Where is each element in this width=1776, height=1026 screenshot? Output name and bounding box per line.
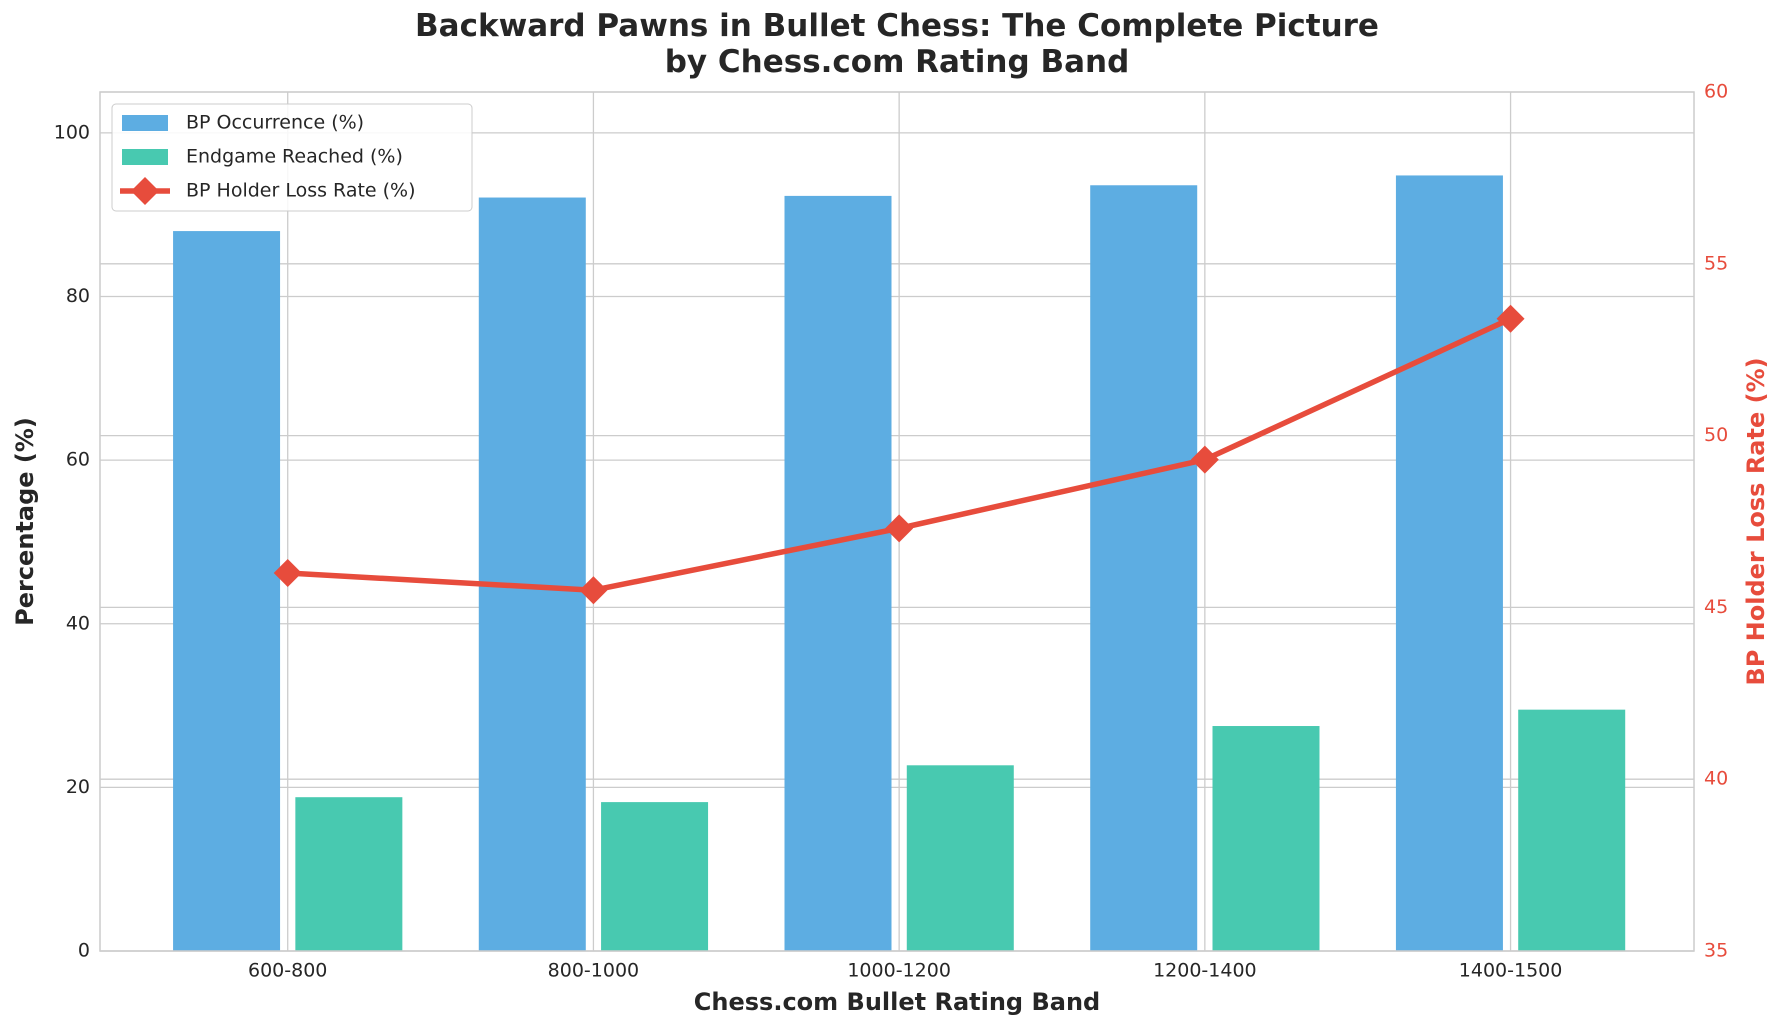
y-tick-label: 100 [54, 121, 90, 143]
bar [784, 195, 892, 952]
bar [173, 231, 281, 952]
legend-label: BP Occurrence (%) [186, 112, 364, 134]
marker [885, 514, 914, 543]
y2-tick-label: 35 [1704, 940, 1728, 962]
y-tick-label: 40 [66, 612, 90, 634]
marker [273, 559, 302, 588]
bar [478, 197, 586, 951]
x-tick-label: 1200-1400 [1153, 960, 1257, 982]
bar [1212, 726, 1320, 951]
y2-tick-label: 50 [1704, 424, 1728, 446]
marker [579, 576, 608, 605]
y-tick-label: 20 [66, 776, 90, 798]
bar [295, 797, 403, 951]
legend-swatch [122, 149, 168, 165]
plot-frame [99, 91, 1695, 952]
legend-label: Endgame Reached (%) [186, 146, 403, 168]
x-tick-label: 1000-1200 [847, 960, 951, 982]
marker [1190, 445, 1219, 474]
y2-axis-label: BP Holder Loss Rate (%) [1742, 357, 1770, 685]
marker [1496, 304, 1525, 333]
x-axis-label: Chess.com Bullet Rating Band [694, 988, 1100, 1016]
legend-swatch [122, 115, 168, 131]
bar [906, 765, 1014, 951]
y2-tick-label: 40 [1704, 768, 1728, 790]
y-tick-label: 0 [78, 940, 90, 962]
legend-box [111, 103, 473, 212]
x-tick-label: 1400-1500 [1459, 960, 1563, 982]
y-axis-label: Percentage (%) [11, 417, 39, 626]
bar [1395, 175, 1503, 952]
bar [1518, 709, 1626, 951]
y2-tick-label: 60 [1704, 81, 1728, 103]
y-tick-label: 80 [66, 285, 90, 307]
bar [1090, 185, 1198, 951]
y2-tick-label: 45 [1704, 596, 1728, 618]
chart-title: Backward Pawns in Bullet Chess: The Comp… [415, 8, 1379, 80]
x-tick-label: 600-800 [248, 960, 327, 982]
legend-swatch [131, 177, 159, 205]
y-tick-label: 60 [66, 449, 90, 471]
x-tick-label: 800-1000 [548, 960, 639, 982]
bar [601, 802, 709, 951]
legend-label: BP Holder Loss Rate (%) [186, 180, 416, 202]
legend: BP Occurrence (%) Endgame Reached (%) BP H… [111, 103, 473, 212]
y2-tick-label: 55 [1704, 252, 1728, 274]
